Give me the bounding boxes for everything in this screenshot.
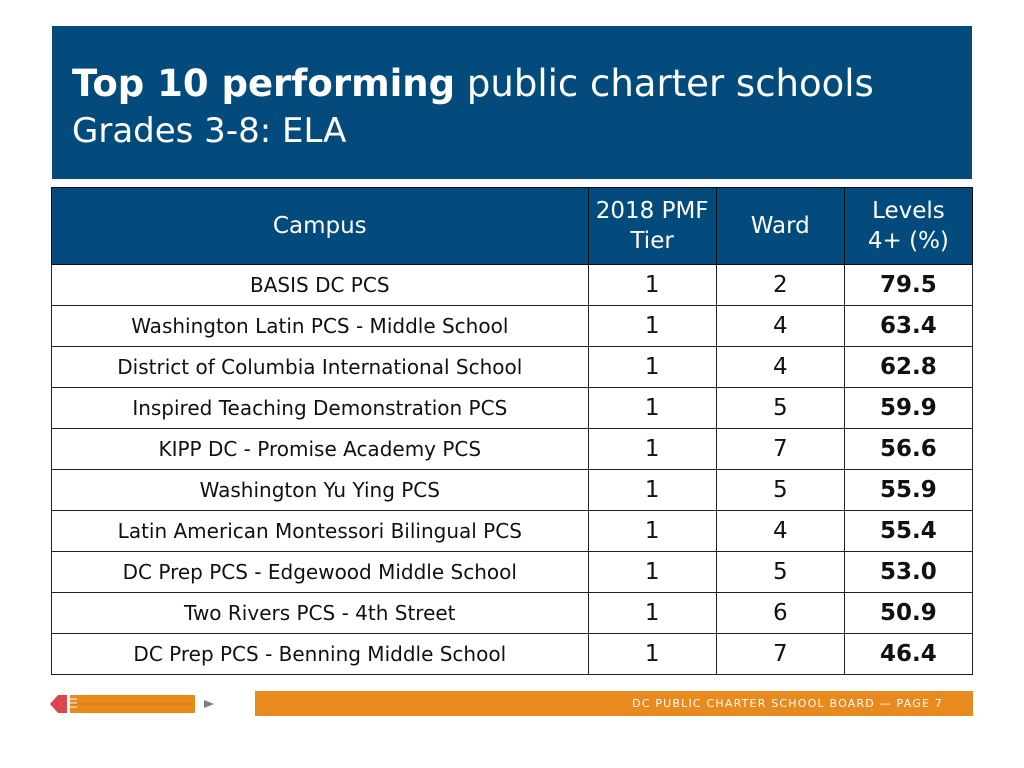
ward-cell: 7 bbox=[715, 428, 845, 470]
tier-cell: 1 bbox=[587, 305, 717, 347]
table-row: Washington Yu Ying PCS 1 5 55.9 bbox=[51, 469, 974, 511]
levels-cell: 59.9 bbox=[843, 387, 974, 429]
tier-cell: 1 bbox=[587, 264, 717, 306]
levels-cell: 53.0 bbox=[843, 551, 974, 593]
campus-cell: KIPP DC - Promise Academy PCS bbox=[51, 428, 589, 470]
table-row: District of Columbia International Schoo… bbox=[51, 346, 974, 388]
campus-cell: Latin American Montessori Bilingual PCS bbox=[51, 510, 589, 552]
ward-cell: 4 bbox=[715, 346, 845, 388]
table-header-row: Campus 2018 PMF Tier Ward Levels 4+ (%) bbox=[51, 187, 974, 265]
table-row: BASIS DC PCS 1 2 79.5 bbox=[51, 264, 974, 306]
ward-cell: 5 bbox=[715, 387, 845, 429]
ward-cell: 5 bbox=[715, 469, 845, 511]
campus-cell: DC Prep PCS - Benning Middle School bbox=[51, 633, 589, 675]
header-tier-line1: 2018 PMF bbox=[595, 198, 709, 224]
levels-cell: 55.9 bbox=[843, 469, 974, 511]
campus-cell: BASIS DC PCS bbox=[51, 264, 589, 306]
levels-cell: 55.4 bbox=[843, 510, 974, 552]
schools-table: Campus 2018 PMF Tier Ward Levels 4+ (%) BA… bbox=[51, 187, 974, 675]
table-row: KIPP DC - Promise Academy PCS 1 7 56.6 bbox=[51, 428, 974, 470]
levels-cell: 46.4 bbox=[843, 633, 974, 675]
ward-cell: 4 bbox=[715, 305, 845, 347]
ward-cell: 4 bbox=[715, 510, 845, 552]
levels-cell: 50.9 bbox=[843, 592, 974, 634]
header-levels-line1: Levels bbox=[872, 198, 945, 224]
header-levels: Levels 4+ (%) bbox=[843, 187, 974, 265]
table-row: Washington Latin PCS - Middle School 1 4… bbox=[51, 305, 974, 347]
ward-cell: 7 bbox=[715, 633, 845, 675]
campus-cell: Two Rivers PCS - 4th Street bbox=[51, 592, 589, 634]
campus-cell: Washington Latin PCS - Middle School bbox=[51, 305, 589, 347]
levels-cell: 56.6 bbox=[843, 428, 974, 470]
header-ward-label: Ward bbox=[750, 213, 810, 239]
tier-cell: 1 bbox=[587, 469, 717, 511]
tier-cell: 1 bbox=[587, 346, 717, 388]
title-banner: Top 10 performing public charter schools… bbox=[52, 26, 972, 179]
levels-cell: 63.4 bbox=[843, 305, 974, 347]
tier-cell: 1 bbox=[587, 428, 717, 470]
table-row: Two Rivers PCS - 4th Street 1 6 50.9 bbox=[51, 592, 974, 634]
header-tier-line2: Tier bbox=[630, 228, 674, 254]
levels-cell: 79.5 bbox=[843, 264, 974, 306]
title-normal-text: public charter schools bbox=[466, 62, 874, 105]
play-arrow-icon bbox=[204, 700, 214, 708]
ward-cell: 5 bbox=[715, 551, 845, 593]
tier-cell: 1 bbox=[587, 510, 717, 552]
header-levels-line2: 4+ (%) bbox=[867, 228, 949, 254]
header-ward: Ward bbox=[715, 187, 845, 265]
tier-cell: 1 bbox=[587, 633, 717, 675]
title-bold-text: Top 10 performing bbox=[72, 62, 456, 105]
campus-cell: Inspired Teaching Demonstration PCS bbox=[51, 387, 589, 429]
campus-cell: Washington Yu Ying PCS bbox=[51, 469, 589, 511]
title-line: Top 10 performing public charter schools bbox=[72, 60, 972, 108]
ward-cell: 6 bbox=[715, 592, 845, 634]
header-campus-label: Campus bbox=[272, 213, 367, 239]
header-campus: Campus bbox=[51, 187, 589, 265]
footer-text: DC PUBLIC CHARTER SCHOOL BOARD — PAGE 7 bbox=[632, 697, 943, 710]
footer-bar: DC PUBLIC CHARTER SCHOOL BOARD — PAGE 7 bbox=[255, 691, 973, 716]
campus-cell: District of Columbia International Schoo… bbox=[51, 346, 589, 388]
campus-cell: DC Prep PCS - Edgewood Middle School bbox=[51, 551, 589, 593]
tier-cell: 1 bbox=[587, 592, 717, 634]
header-pmf-tier: 2018 PMF Tier bbox=[587, 187, 717, 265]
pencil-icon bbox=[50, 695, 195, 713]
title-subtitle: Grades 3-8: ELA bbox=[72, 111, 347, 151]
table-row: DC Prep PCS - Benning Middle School 1 7 … bbox=[51, 633, 974, 675]
table-row: DC Prep PCS - Edgewood Middle School 1 5… bbox=[51, 551, 974, 593]
levels-cell: 62.8 bbox=[843, 346, 974, 388]
table-row: Latin American Montessori Bilingual PCS … bbox=[51, 510, 974, 552]
tier-cell: 1 bbox=[587, 387, 717, 429]
table-row: Inspired Teaching Demonstration PCS 1 5 … bbox=[51, 387, 974, 429]
ward-cell: 2 bbox=[715, 264, 845, 306]
tier-cell: 1 bbox=[587, 551, 717, 593]
